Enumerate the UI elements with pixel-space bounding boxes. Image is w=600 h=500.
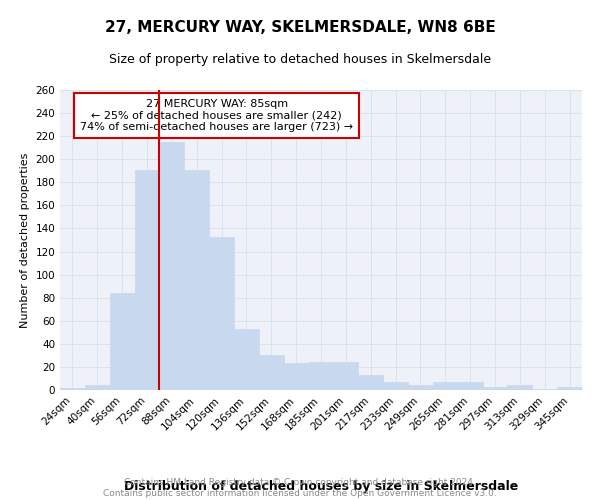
Bar xyxy=(284,364,308,390)
Bar xyxy=(358,375,383,390)
Text: Size of property relative to detached houses in Skelmersdale: Size of property relative to detached ho… xyxy=(109,52,491,66)
Bar xyxy=(383,382,408,390)
Bar xyxy=(134,170,160,390)
Bar xyxy=(334,362,358,390)
Bar xyxy=(557,386,582,390)
Y-axis label: Number of detached properties: Number of detached properties xyxy=(20,152,30,328)
Bar xyxy=(482,386,508,390)
Bar xyxy=(209,236,234,390)
Bar xyxy=(184,170,209,390)
Bar xyxy=(532,389,557,390)
Text: 27, MERCURY WAY, SKELMERSDALE, WN8 6BE: 27, MERCURY WAY, SKELMERSDALE, WN8 6BE xyxy=(104,20,496,35)
Bar xyxy=(60,388,85,390)
Bar xyxy=(308,362,334,390)
Text: Contains HM Land Registry data © Crown copyright and database right 2024.
Contai: Contains HM Land Registry data © Crown c… xyxy=(103,478,497,498)
Bar xyxy=(85,386,110,390)
Bar xyxy=(234,329,259,390)
Bar xyxy=(458,382,482,390)
X-axis label: Distribution of detached houses by size in Skelmersdale: Distribution of detached houses by size … xyxy=(124,480,518,494)
Text: 27 MERCURY WAY: 85sqm
← 25% of detached houses are smaller (242)
74% of semi-det: 27 MERCURY WAY: 85sqm ← 25% of detached … xyxy=(80,99,353,132)
Bar xyxy=(433,382,458,390)
Bar xyxy=(110,293,134,390)
Bar xyxy=(259,356,284,390)
Bar xyxy=(508,386,532,390)
Bar xyxy=(160,142,184,390)
Bar xyxy=(408,386,433,390)
